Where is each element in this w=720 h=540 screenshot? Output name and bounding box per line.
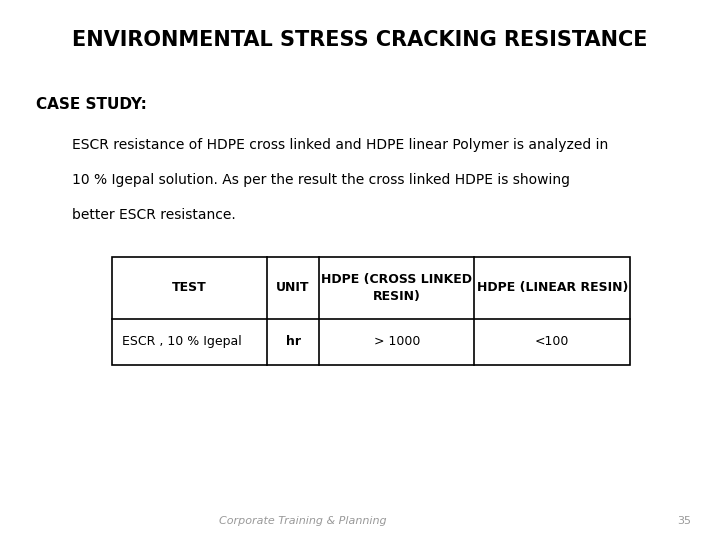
- Text: HDPE (LINEAR RESIN): HDPE (LINEAR RESIN): [477, 281, 628, 294]
- Text: hr: hr: [286, 335, 300, 348]
- Text: 10 % Igepal solution. As per the result the cross linked HDPE is showing: 10 % Igepal solution. As per the result …: [72, 173, 570, 187]
- Text: CASE STUDY:: CASE STUDY:: [36, 97, 147, 112]
- Text: <100: <100: [535, 335, 570, 348]
- Text: 35: 35: [678, 516, 691, 526]
- Text: ESCR , 10 % Igepal: ESCR , 10 % Igepal: [122, 335, 242, 348]
- Text: ENVIRONMENTAL STRESS CRACKING RESISTANCE: ENVIRONMENTAL STRESS CRACKING RESISTANCE: [72, 30, 648, 50]
- Text: Corporate Training & Planning: Corporate Training & Planning: [219, 516, 386, 526]
- Text: ESCR resistance of HDPE cross linked and HDPE linear Polymer is analyzed in: ESCR resistance of HDPE cross linked and…: [72, 138, 608, 152]
- Text: HDPE (CROSS LINKED
RESIN): HDPE (CROSS LINKED RESIN): [321, 273, 472, 302]
- Text: UNIT: UNIT: [276, 281, 310, 294]
- Text: TEST: TEST: [172, 281, 207, 294]
- Text: better ESCR resistance.: better ESCR resistance.: [72, 208, 235, 222]
- Text: > 1000: > 1000: [374, 335, 420, 348]
- Bar: [112, 256, 630, 365]
